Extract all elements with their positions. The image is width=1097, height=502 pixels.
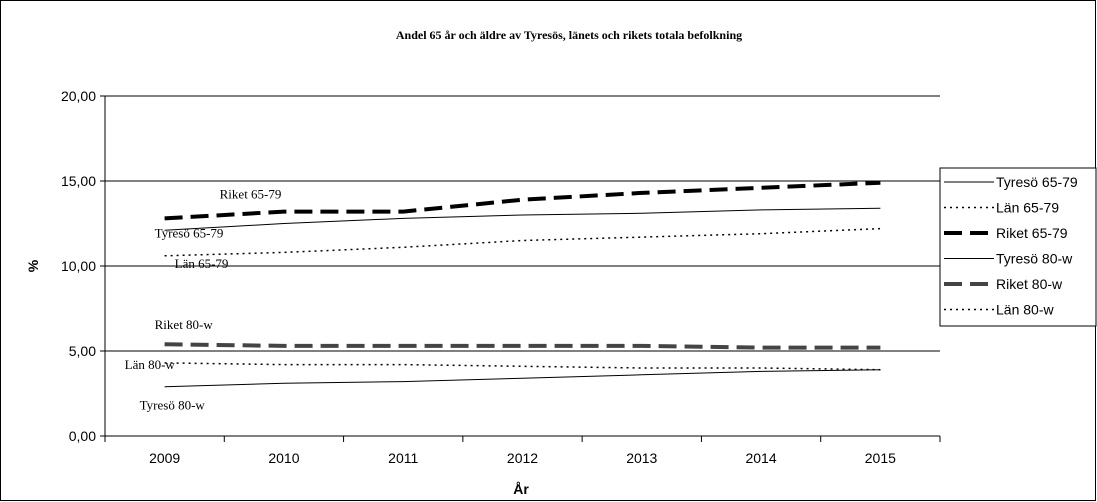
legend-label-4: Riket 80-w <box>996 276 1063 292</box>
y-tick-label-3: 15,00 <box>61 173 96 189</box>
annotation-4: Län 80-w <box>125 357 176 372</box>
x-tick-label-4: 2013 <box>626 450 657 466</box>
axes <box>100 95 941 442</box>
annotation-2: Län 65-79 <box>175 256 229 271</box>
y-axis-label: % <box>25 259 41 272</box>
x-tick-labels: 2009 2010 2011 2012 2013 2014 2015 <box>149 450 896 466</box>
x-tick-label-2: 2011 <box>388 450 418 466</box>
y-tick-label-4: 20,00 <box>61 88 96 104</box>
annotation-5: Tyresö 80-w <box>140 398 206 413</box>
x-tick-label-3: 2012 <box>507 450 538 466</box>
annotation-1: Tyresö 65-79 <box>155 225 224 240</box>
x-tick-label-1: 2010 <box>268 450 299 466</box>
legend-box <box>939 167 1097 327</box>
y-tick-label-0: 0,00 <box>69 428 96 444</box>
annotation-0: Riket 65-79 <box>220 186 282 201</box>
x-axis-label: År <box>513 481 529 497</box>
series-line-5 <box>164 362 881 371</box>
legend-label-2: Riket 65-79 <box>996 225 1068 241</box>
x-tick-label-0: 2009 <box>149 450 180 466</box>
series-line-3 <box>164 369 881 388</box>
series-lines <box>164 180 881 388</box>
y-tick-label-2: 10,00 <box>61 258 96 274</box>
series-annotations: Riket 65-79 Tyresö 65-79 Län 65-79 Riket 80… <box>125 186 282 412</box>
legend: Tyresö 65-79 Län 65-79 Riket 65-79 Tyresö 8… <box>939 167 1097 327</box>
annotation-3: Riket 80-w <box>155 317 214 332</box>
series-line-0 <box>164 207 881 231</box>
chart-title: Andel 65 år och äldre av Tyresös, länets… <box>396 28 742 42</box>
x-tick-label-6: 2015 <box>865 450 896 466</box>
series-line-2 <box>164 180 881 221</box>
series-line-1 <box>164 227 881 257</box>
legend-label-1: Län 65-79 <box>996 200 1059 216</box>
y-tick-labels: 0,00 5,00 10,00 15,00 20,00 <box>61 88 96 444</box>
gridlines <box>105 95 940 352</box>
series-line-4 <box>164 342 881 350</box>
legend-label-3: Tyresö 80-w <box>996 251 1073 267</box>
x-tick-label-5: 2014 <box>745 450 776 466</box>
legend-label-0: Tyresö 65-79 <box>996 174 1078 190</box>
y-tick-label-1: 5,00 <box>69 343 96 359</box>
legend-label-5: Län 80-w <box>996 302 1054 318</box>
